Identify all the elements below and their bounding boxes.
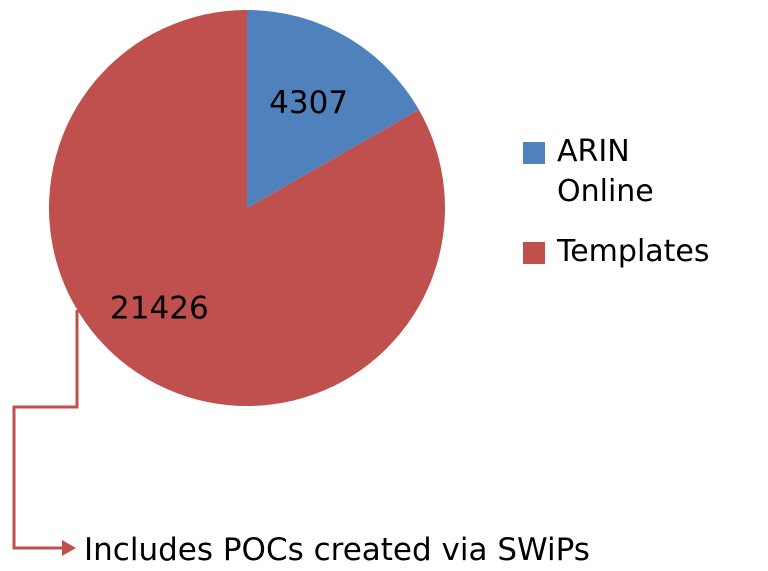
pie-slice	[247, 10, 419, 208]
data-label: 21426	[110, 290, 209, 326]
legend-swatch	[523, 242, 545, 264]
pie-slice	[49, 10, 446, 406]
annotation-arrow	[62, 540, 76, 556]
data-label: 4307	[269, 85, 348, 121]
legend-swatch	[523, 142, 545, 164]
legend-label: ARIN Online	[557, 134, 654, 209]
annotation: Includes POCs created via SWiPs	[84, 532, 590, 568]
annotation-connector	[12, 310, 79, 550]
legend-label: Templates	[557, 234, 710, 269]
